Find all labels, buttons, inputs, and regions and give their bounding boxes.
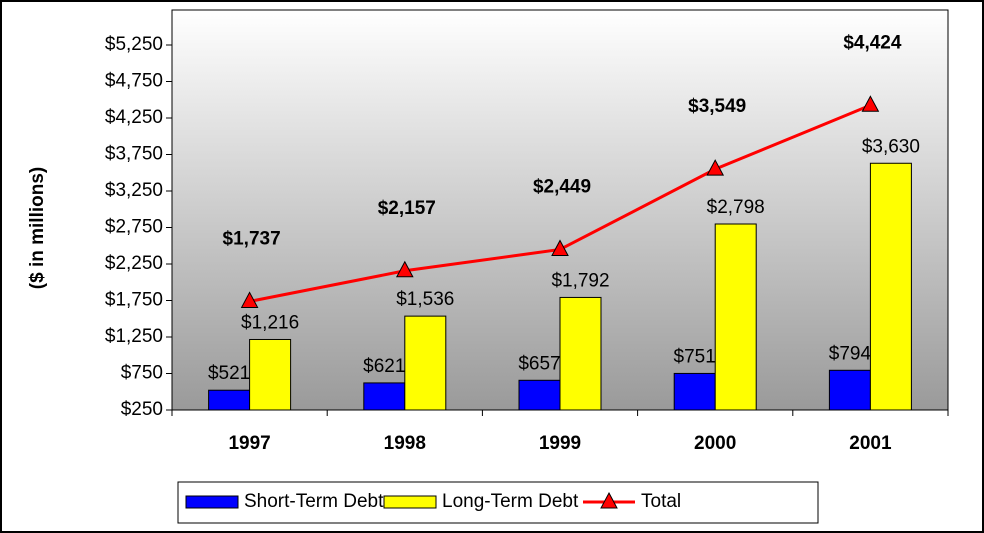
bar — [559, 296, 602, 411]
value-label: $657 — [518, 353, 560, 374]
value-label: $794 — [829, 343, 872, 364]
bar — [673, 372, 716, 411]
y-tick-label: $3,750 — [105, 144, 163, 165]
line-marker — [395, 260, 414, 278]
line-marker — [861, 95, 880, 112]
value-label: $621 — [363, 356, 405, 377]
x-tick-label: 1998 — [384, 433, 426, 454]
y-tick-label: $5,250 — [105, 34, 163, 55]
y-tick-label: $4,250 — [105, 107, 163, 128]
line-marker — [706, 159, 725, 176]
y-tick-label: $4,750 — [105, 71, 163, 92]
y-tick-label: $750 — [121, 363, 163, 384]
x-tick-label: 2000 — [694, 433, 736, 454]
y-tick-label: $250 — [121, 399, 163, 420]
value-label: $521 — [208, 363, 250, 384]
value-label: $1,792 — [551, 270, 609, 291]
line-marker — [240, 291, 259, 308]
value-label: $4,424 — [843, 32, 902, 53]
legend — [177, 481, 819, 524]
value-label: $2,449 — [533, 176, 591, 197]
y-tick-label: $1,250 — [105, 326, 163, 347]
legend-label: Short-Term Debt — [244, 491, 384, 512]
bar — [249, 338, 292, 411]
x-tick-label: 1999 — [539, 433, 581, 454]
y-axis-label: ($ in millions) — [27, 167, 48, 289]
legend-swatch — [383, 495, 437, 509]
legend-marker — [600, 491, 618, 509]
value-label: $1,737 — [223, 228, 281, 249]
value-label: $3,549 — [688, 96, 746, 117]
legend-swatch — [185, 495, 239, 509]
bar — [208, 389, 251, 411]
y-tick-label: $2,750 — [105, 217, 163, 238]
value-label: $2,157 — [378, 198, 436, 219]
y-tick-label: $3,250 — [105, 180, 163, 201]
x-tick-label: 2001 — [849, 433, 892, 454]
value-label: $1,536 — [396, 289, 454, 310]
x-tick-label: 1997 — [228, 433, 270, 454]
value-label: $2,798 — [707, 197, 765, 218]
bar — [363, 382, 406, 411]
bar — [828, 369, 871, 411]
bar — [404, 315, 447, 411]
y-tick-label: $1,750 — [105, 290, 163, 311]
bar — [518, 379, 561, 411]
value-label: $751 — [674, 346, 716, 367]
bar — [869, 162, 912, 411]
line-marker — [551, 239, 569, 256]
legend-label: Long-Term Debt — [442, 491, 579, 512]
value-label: $3,630 — [862, 136, 920, 157]
value-label: $1,216 — [241, 312, 299, 333]
bar — [714, 223, 757, 411]
y-tick-label: $2,250 — [105, 253, 163, 274]
legend-label: Total — [641, 491, 681, 512]
